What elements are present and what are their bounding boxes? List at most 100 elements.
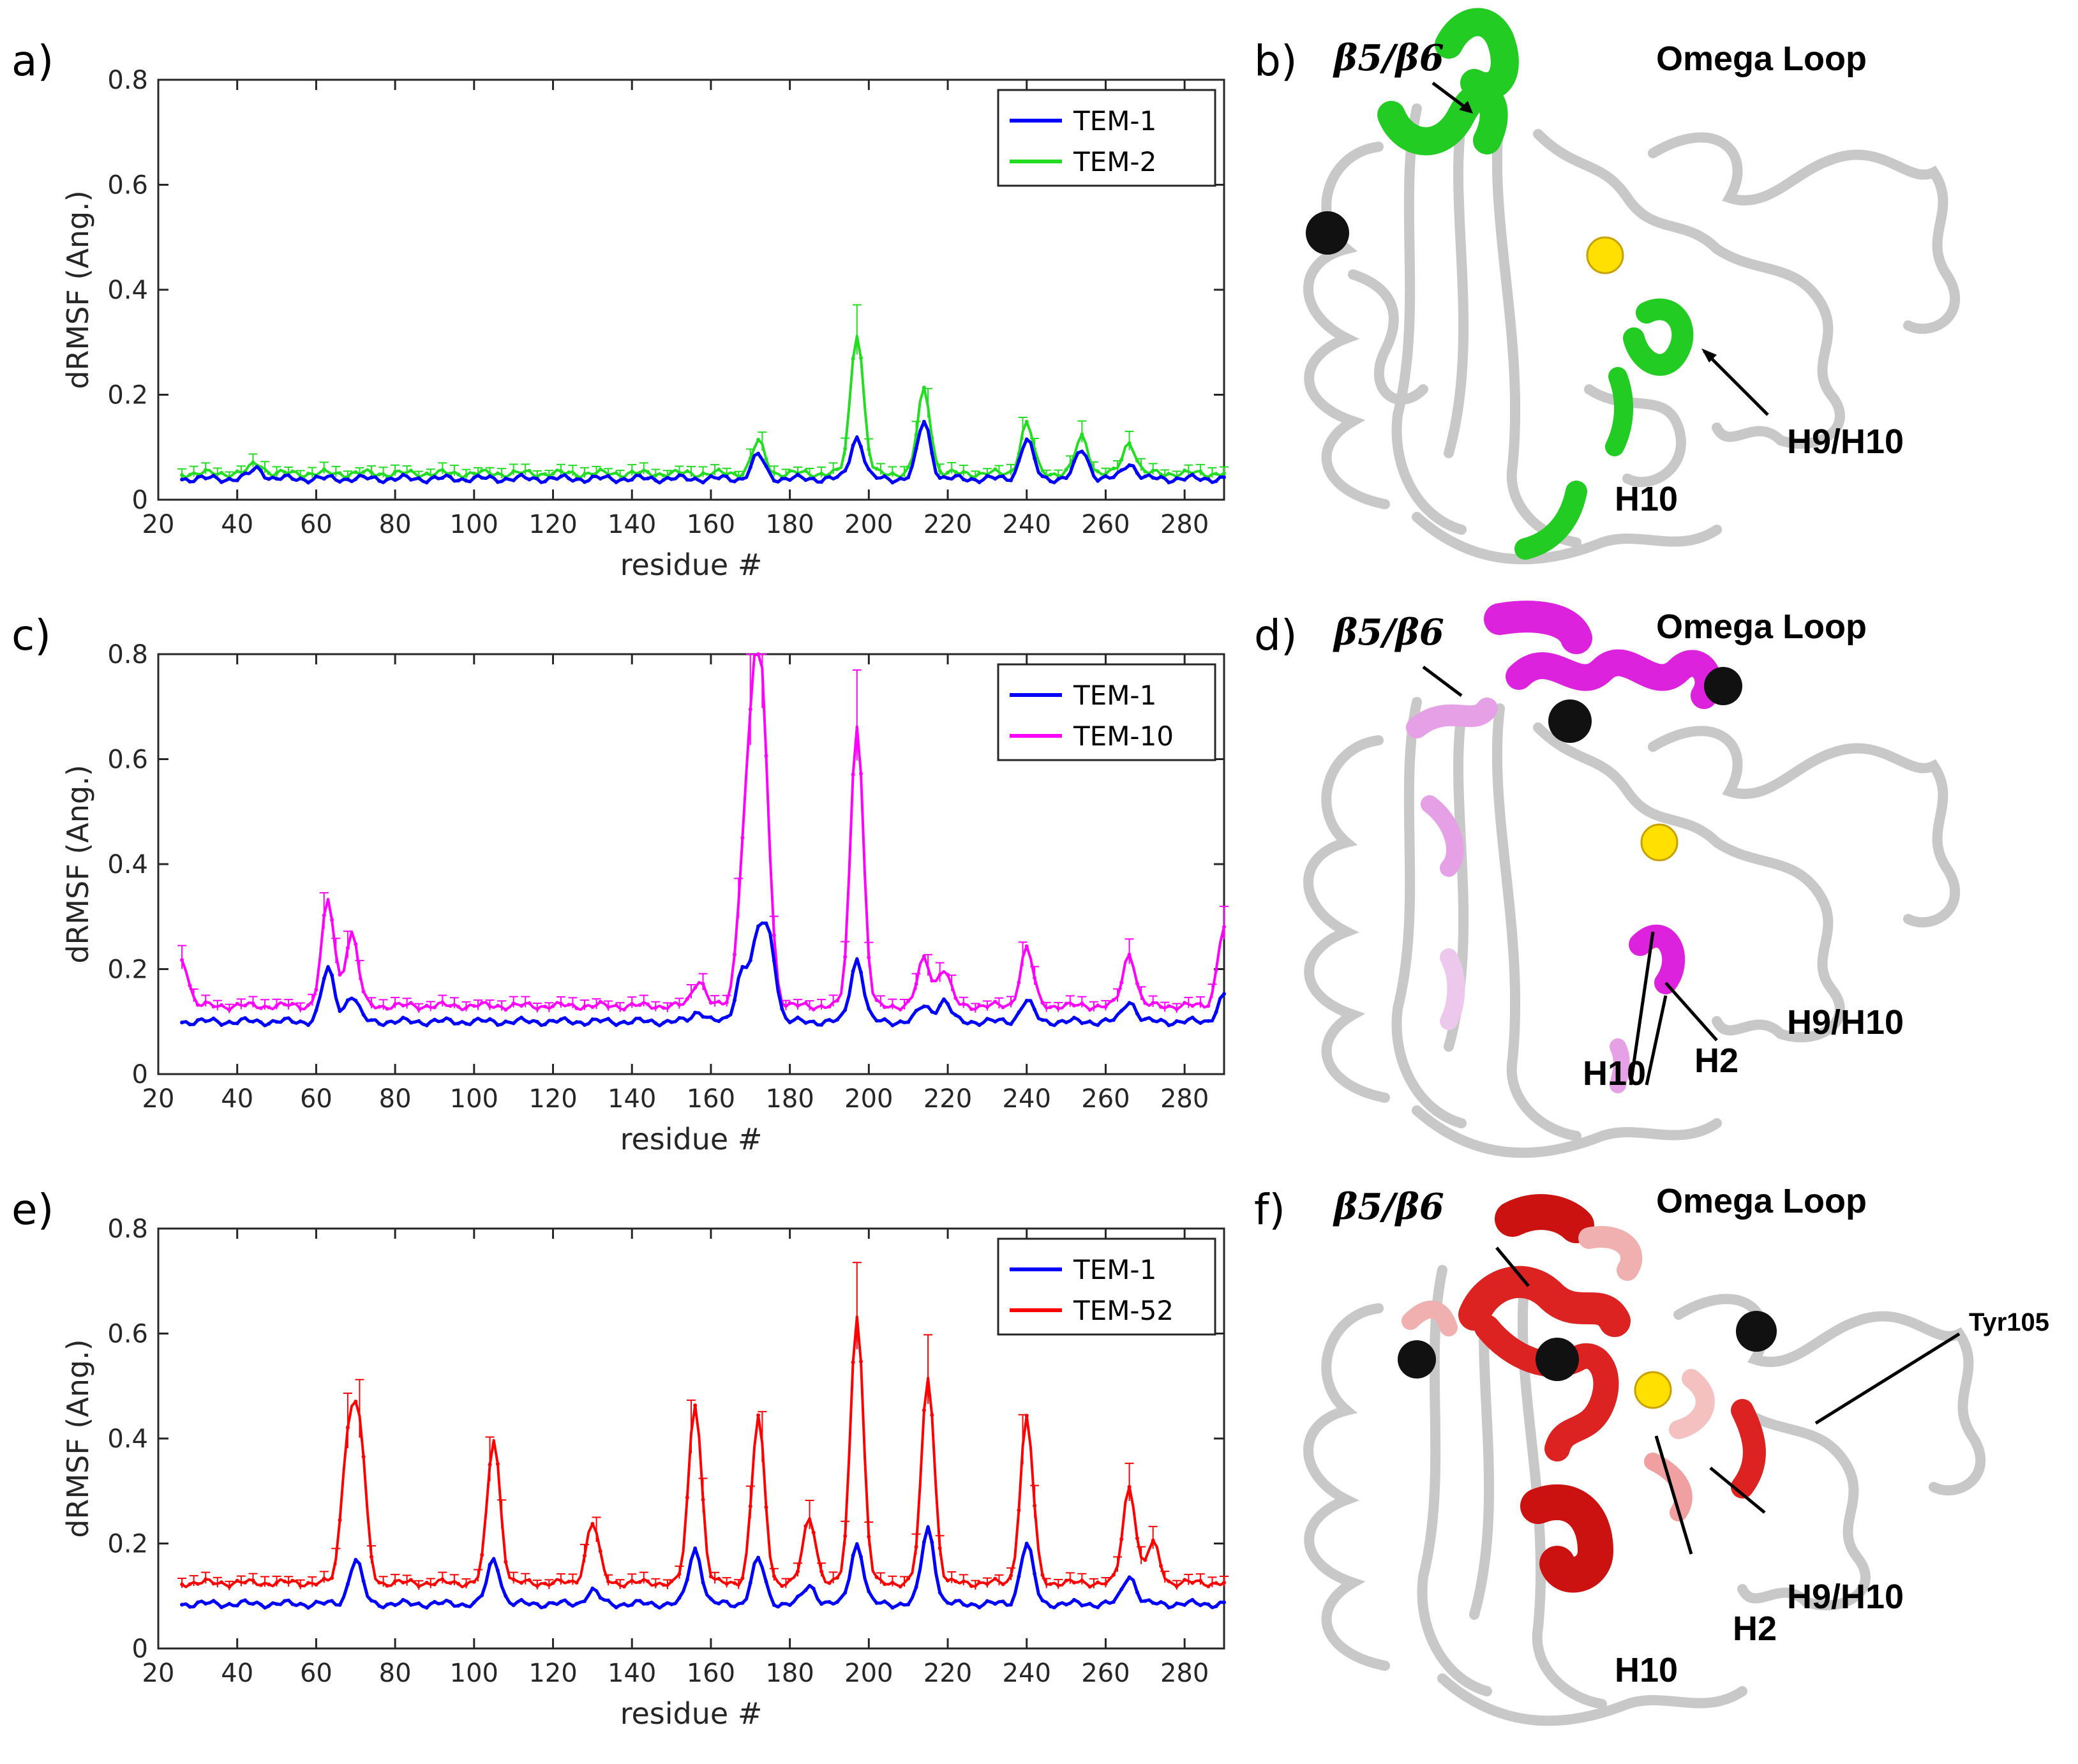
data-point — [417, 1601, 421, 1606]
data-point — [804, 1588, 808, 1592]
data-point — [1009, 469, 1013, 474]
data-point — [685, 1495, 689, 1500]
highlight-regions-d — [1406, 601, 1722, 1093]
yellow-sphere-f — [1634, 1371, 1672, 1409]
data-point — [883, 474, 887, 479]
data-point — [701, 481, 705, 485]
data-point — [1048, 1022, 1052, 1026]
data-point — [583, 472, 587, 476]
data-point — [756, 924, 761, 929]
data-point — [922, 385, 926, 390]
data-point — [1088, 1008, 1092, 1012]
data-point — [1040, 1001, 1045, 1005]
data-point — [835, 467, 839, 472]
data-point — [661, 1006, 666, 1010]
data-point — [677, 1003, 682, 1007]
data-point — [488, 474, 492, 479]
data-point — [567, 476, 571, 481]
data-point — [448, 1600, 452, 1604]
data-point — [1119, 1537, 1124, 1541]
data-point — [827, 1017, 832, 1022]
data-point — [345, 998, 350, 1003]
data-point — [985, 1005, 989, 1009]
data-point — [859, 355, 863, 360]
data-point — [401, 1597, 405, 1602]
data-point — [464, 479, 468, 483]
x-tick-label: 120 — [528, 510, 577, 539]
data-point — [504, 1560, 508, 1564]
data-point — [1033, 1572, 1037, 1576]
data-point — [330, 1576, 334, 1580]
data-point — [1056, 1020, 1061, 1024]
data-point — [220, 1023, 223, 1028]
data-point — [1127, 463, 1132, 467]
arrows-d — [1422, 666, 1718, 1086]
data-point — [551, 472, 555, 476]
data-point — [456, 472, 461, 477]
data-point — [251, 1602, 255, 1606]
data-point — [1222, 1580, 1226, 1585]
data-point — [669, 477, 674, 481]
x-tick-label: 80 — [379, 510, 412, 539]
data-point — [227, 476, 232, 481]
x-tick-label: 20 — [142, 1659, 175, 1688]
data-point — [188, 1022, 192, 1027]
data-point — [1214, 1581, 1218, 1585]
data-point — [338, 973, 342, 977]
data-point — [1135, 1012, 1139, 1016]
data-point — [646, 1579, 650, 1583]
y-tick-label: 0.4 — [107, 1424, 148, 1454]
data-point — [1096, 1605, 1100, 1610]
data-point — [1017, 980, 1021, 985]
y-tick-label: 0 — [132, 486, 148, 515]
data-point — [1159, 475, 1163, 479]
x-tick-label: 200 — [844, 1659, 893, 1688]
data-point — [1103, 1581, 1108, 1586]
data-point — [1174, 1019, 1179, 1023]
data-point — [408, 1578, 413, 1582]
data-point — [227, 1601, 232, 1606]
data-point — [370, 1002, 373, 1006]
data-point — [322, 1576, 326, 1581]
data-point — [417, 1019, 421, 1023]
data-point — [1167, 1004, 1171, 1008]
data-point — [685, 1019, 689, 1023]
data-point — [969, 477, 974, 481]
data-point — [1096, 1003, 1100, 1008]
data-point — [227, 1585, 232, 1589]
data-point — [322, 976, 326, 981]
data-point — [977, 1580, 982, 1585]
data-point — [914, 1544, 918, 1549]
y-tick-label: 0.6 — [107, 745, 148, 775]
data-point — [251, 1019, 255, 1024]
data-point — [235, 1603, 239, 1608]
data-point — [298, 1583, 303, 1588]
legend-label: TEM-2 — [1073, 146, 1156, 177]
data-point — [306, 472, 310, 475]
data-point — [827, 475, 832, 479]
data-point — [1088, 1601, 1092, 1606]
data-point — [1198, 1578, 1202, 1583]
data-point — [598, 477, 602, 481]
data-point — [661, 474, 666, 478]
data-point — [220, 1003, 223, 1007]
data-point — [1001, 1017, 1005, 1021]
data-point — [488, 1004, 492, 1008]
data-point — [282, 1002, 287, 1006]
data-point — [1096, 1580, 1100, 1585]
data-point — [393, 1002, 398, 1006]
data-point — [448, 1004, 452, 1008]
data-point — [1167, 1579, 1171, 1583]
data-point — [748, 1504, 752, 1509]
data-point — [1183, 1603, 1187, 1607]
data-point — [953, 1013, 958, 1017]
data-point — [511, 1021, 516, 1026]
data-point — [338, 1009, 342, 1013]
data-point — [740, 1601, 745, 1605]
data-point — [393, 1020, 398, 1025]
data-point — [867, 955, 871, 960]
data-point — [1222, 925, 1226, 929]
data-point — [1151, 1538, 1155, 1543]
data-point — [543, 1022, 548, 1027]
data-point — [520, 1581, 523, 1585]
